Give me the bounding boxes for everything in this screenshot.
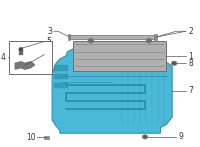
Text: 6: 6	[46, 50, 51, 59]
Circle shape	[173, 62, 175, 64]
Circle shape	[144, 136, 146, 138]
Text: 10: 10	[26, 133, 36, 142]
Circle shape	[88, 39, 93, 43]
Polygon shape	[15, 62, 35, 69]
Bar	[9, 41, 52, 74]
Polygon shape	[52, 49, 172, 133]
Text: 2: 2	[188, 27, 193, 36]
Text: 7: 7	[188, 86, 193, 95]
Bar	[54, 66, 68, 71]
Bar	[68, 34, 70, 40]
Bar	[73, 41, 166, 71]
Bar	[19, 50, 23, 55]
Circle shape	[146, 39, 151, 43]
Text: 5: 5	[46, 37, 51, 46]
Bar	[54, 74, 68, 79]
Circle shape	[172, 61, 177, 65]
Circle shape	[143, 135, 148, 139]
Bar	[70, 35, 155, 39]
Bar	[44, 136, 49, 139]
Text: 1: 1	[188, 52, 193, 61]
Circle shape	[19, 48, 22, 50]
Text: 3: 3	[47, 27, 52, 36]
Bar	[154, 34, 157, 40]
Text: 8: 8	[188, 59, 193, 68]
Bar	[54, 83, 68, 88]
Text: 4: 4	[1, 53, 6, 62]
Text: 9: 9	[178, 132, 183, 141]
